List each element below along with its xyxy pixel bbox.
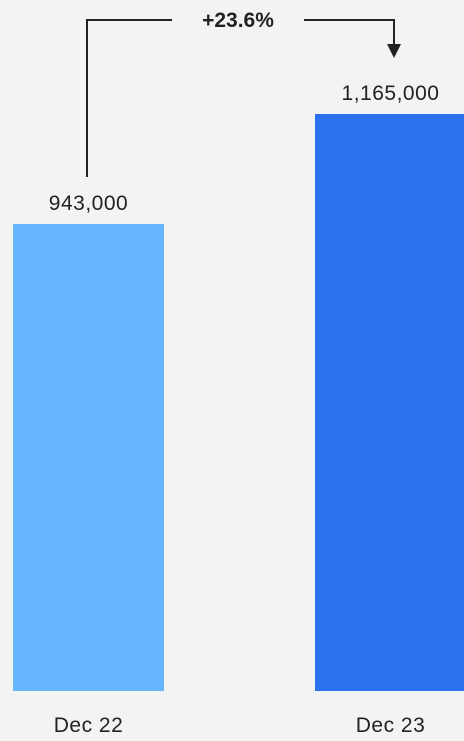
bar-dec-22: [13, 223, 164, 691]
category-labels-layer: Dec 22 Dec 23: [54, 714, 426, 737]
category-label: Dec 23: [356, 714, 426, 737]
change-connector-right: [304, 19, 395, 45]
change-connector-left: [86, 19, 172, 177]
bar-dec-23: [315, 114, 464, 691]
value-labels-layer: 943,000 1,165,000: [49, 82, 440, 215]
change-annotation: +23.6%: [86, 9, 401, 177]
value-label: 1,165,000: [342, 82, 440, 105]
bars-layer: [13, 114, 464, 691]
category-label: Dec 22: [54, 714, 124, 737]
change-label: +23.6%: [202, 9, 274, 32]
value-label: 943,000: [49, 192, 128, 215]
change-arrowhead-icon: [387, 44, 401, 58]
